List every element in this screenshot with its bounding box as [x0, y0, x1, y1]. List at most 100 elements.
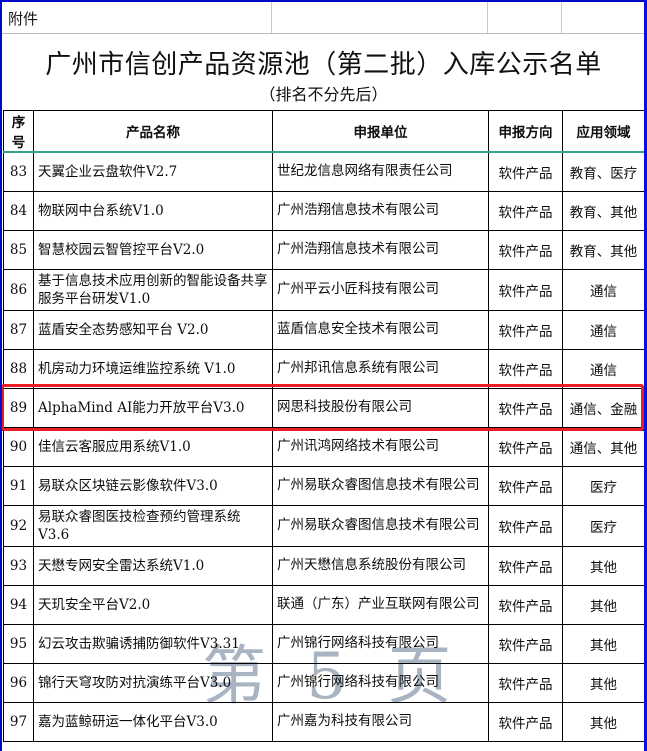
cell-company: 蓝盾信息安全技术有限公司	[272, 309, 489, 350]
cell-no: 85	[3, 229, 34, 270]
grid-line	[561, 2, 562, 33]
product-table-body: 83 天翼企业云盘软件V2.7 世纪龙信息网络有限责任公司 软件产品 教育、医疗…	[3, 151, 645, 742]
cell-no: 88	[3, 348, 34, 389]
cell-no: 96	[3, 662, 34, 703]
cell-field: 其他	[562, 545, 645, 586]
cell-company: 广州浩翔信息技术有限公司	[272, 229, 489, 270]
cell-field: 通信	[562, 348, 645, 389]
cell-no: 84	[3, 190, 34, 231]
cell-direction: 软件产品	[488, 545, 563, 586]
table-row: 97 嘉为蓝鲸研运一体化平台V3.0 广州嘉为科技有限公司 软件产品 其他	[3, 701, 645, 742]
table-row: 93 天懋专网安全雷达系统V1.0 广州天懋信息系统股份有限公司 软件产品 其他	[3, 545, 645, 586]
table-row: 92 易联众睿图医技检查预约管理系统V3.6 广州易联众睿图信息技术有限公司 软…	[3, 504, 645, 547]
cell-field: 医疗	[562, 465, 645, 506]
screenshot-border-top	[0, 0, 647, 2]
table-row: 84 物联网中台系统V1.0 广州浩翔信息技术有限公司 软件产品 教育、其他	[3, 190, 645, 231]
cell-company: 广州平云小匠科技有限公司	[272, 268, 489, 311]
cell-direction: 软件产品	[488, 348, 563, 389]
cell-no: 83	[3, 151, 34, 192]
cell-direction: 软件产品	[488, 465, 563, 506]
cell-field: 其他	[562, 584, 645, 625]
column-header-no: 序号	[3, 110, 34, 153]
table-row: 90 佳信云客服应用系统V1.0 广州讯鸿网络技术有限公司 软件产品 通信、其他	[3, 426, 645, 467]
cell-product: AlphaMind AI能力开放平台V3.0	[33, 387, 273, 428]
cell-company: 广州易联众睿图信息技术有限公司	[272, 465, 489, 506]
cell-product: 基于信息技术应用创新的智能设备共享服务平台研发V1.0	[33, 268, 273, 311]
column-header-field: 应用领域	[562, 110, 645, 153]
table-row: 86 基于信息技术应用创新的智能设备共享服务平台研发V1.0 广州平云小匠科技有…	[3, 268, 645, 311]
table-row: 96 锦行天穹攻防对抗演练平台V3.0 广州锦行网络科技有限公司 软件产品 其他	[3, 662, 645, 703]
table-row: 95 幻云攻击欺骗诱捕防御软件V3.31 广州锦行网络科技有限公司 软件产品 其…	[3, 623, 645, 664]
cell-direction: 软件产品	[488, 504, 563, 547]
cell-field: 其他	[562, 701, 645, 742]
product-table: 序号 产品名称 申报单位 申报方向 应用领域 83 天翼企业云盘软件V2.7 世…	[3, 110, 645, 742]
column-header-company: 申报单位	[272, 110, 489, 153]
cell-product: 天玑安全平台V2.0	[33, 584, 273, 625]
cell-product: 蓝盾安全态势感知平台 V2.0	[33, 309, 273, 350]
cell-field: 其他	[562, 662, 645, 703]
table-row: 83 天翼企业云盘软件V2.7 世纪龙信息网络有限责任公司 软件产品 教育、医疗	[3, 151, 645, 192]
attachment-row: 附件	[2, 2, 644, 34]
cell-company: 广州锦行网络科技有限公司	[272, 662, 489, 703]
cell-product: 智慧校园云智管控平台V2.0	[33, 229, 273, 270]
cell-product: 易联众区块链云影像软件V3.0	[33, 465, 273, 506]
cell-direction: 软件产品	[488, 662, 563, 703]
attachment-label: 附件	[8, 10, 39, 28]
cell-field: 教育、其他	[562, 229, 645, 270]
cell-no: 92	[3, 504, 34, 547]
cell-no: 97	[3, 701, 34, 742]
screenshot-border-left	[0, 0, 2, 751]
table-row: 88 机房动力环境运维监控系统 V1.0 广州邦讯信息系统有限公司 软件产品 通…	[3, 348, 645, 389]
cell-company: 广州锦行网络科技有限公司	[272, 623, 489, 664]
table-row: 91 易联众区块链云影像软件V3.0 广州易联众睿图信息技术有限公司 软件产品 …	[3, 465, 645, 506]
cell-no: 95	[3, 623, 34, 664]
cell-direction: 软件产品	[488, 229, 563, 270]
cell-field: 教育、其他	[562, 190, 645, 231]
cell-no: 94	[3, 584, 34, 625]
cell-product: 机房动力环境运维监控系统 V1.0	[33, 348, 273, 389]
cell-product: 天翼企业云盘软件V2.7	[33, 151, 273, 192]
cell-company: 广州讯鸿网络技术有限公司	[272, 426, 489, 467]
cell-product: 嘉为蓝鲸研运一体化平台V3.0	[33, 701, 273, 742]
cell-direction: 软件产品	[488, 584, 563, 625]
table-row: 85 智慧校园云智管控平台V2.0 广州浩翔信息技术有限公司 软件产品 教育、其…	[3, 229, 645, 270]
cell-company: 联通（广东）产业互联网有限公司	[272, 584, 489, 625]
cell-product: 天懋专网安全雷达系统V1.0	[33, 545, 273, 586]
cell-direction: 软件产品	[488, 623, 563, 664]
table-row: 89 AlphaMind AI能力开放平台V3.0 网思科技股份有限公司 软件产…	[3, 387, 645, 428]
cell-direction: 软件产品	[488, 309, 563, 350]
cell-product: 锦行天穹攻防对抗演练平台V3.0	[33, 662, 273, 703]
cell-product: 易联众睿图医技检查预约管理系统V3.6	[33, 504, 273, 547]
screenshot-border-right	[644, 0, 647, 751]
cell-direction: 软件产品	[488, 190, 563, 231]
cell-field: 医疗	[562, 504, 645, 547]
column-header-product: 产品名称	[33, 110, 273, 153]
cell-field: 通信	[562, 268, 645, 311]
cell-company: 广州嘉为科技有限公司	[272, 701, 489, 742]
cell-company: 世纪龙信息网络有限责任公司	[272, 151, 489, 192]
grid-line	[487, 2, 488, 33]
table-row: 94 天玑安全平台V2.0 联通（广东）产业互联网有限公司 软件产品 其他	[3, 584, 645, 625]
cell-product: 佳信云客服应用系统V1.0	[33, 426, 273, 467]
cell-product: 幻云攻击欺骗诱捕防御软件V3.31	[33, 623, 273, 664]
cell-no: 89	[3, 387, 34, 428]
cell-no: 93	[3, 545, 34, 586]
cell-field: 通信、金融	[562, 387, 645, 428]
cell-product: 物联网中台系统V1.0	[33, 190, 273, 231]
cell-field: 教育、医疗	[562, 151, 645, 192]
cell-direction: 软件产品	[488, 387, 563, 428]
table-header-row: 序号 产品名称 申报单位 申报方向 应用领域	[3, 110, 645, 153]
cell-field: 通信	[562, 309, 645, 350]
page-title: 广州市信创产品资源池（第二批）入库公示名单	[45, 50, 602, 80]
cell-field: 其他	[562, 623, 645, 664]
column-header-direction: 申报方向	[488, 110, 563, 153]
cell-direction: 软件产品	[488, 701, 563, 742]
table-row: 87 蓝盾安全态势感知平台 V2.0 蓝盾信息安全技术有限公司 软件产品 通信	[3, 309, 645, 350]
cell-company: 广州天懋信息系统股份有限公司	[272, 545, 489, 586]
cell-no: 90	[3, 426, 34, 467]
cell-direction: 软件产品	[488, 151, 563, 192]
cell-company: 广州浩翔信息技术有限公司	[272, 190, 489, 231]
cell-no: 86	[3, 268, 34, 311]
cell-company: 广州邦讯信息系统有限公司	[272, 348, 489, 389]
